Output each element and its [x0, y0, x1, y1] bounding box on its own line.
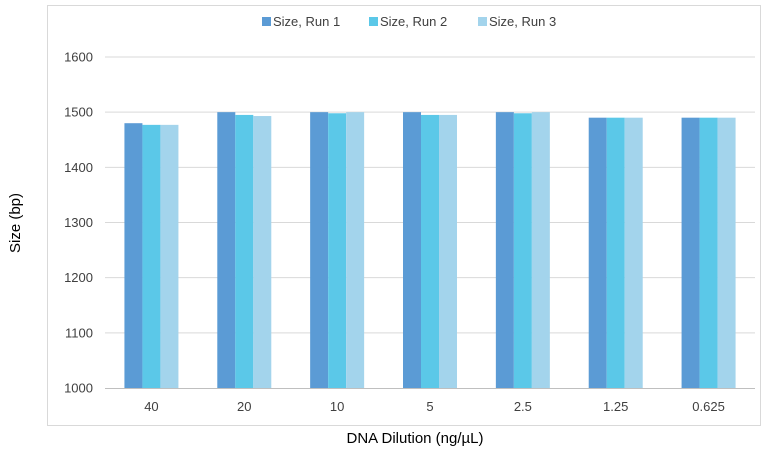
bar-20-run-2 — [235, 114, 254, 389]
y-axis-title: Size (bp) — [7, 193, 24, 253]
bar-1.25-run-3 — [624, 117, 643, 388]
bar-0.625-run-3 — [717, 117, 736, 388]
x-tick-label: 20 — [237, 399, 251, 414]
bar-40-run-1 — [124, 123, 143, 388]
bar-40-run-2 — [142, 124, 161, 388]
legend-item-run-3: Size, Run 3 — [478, 14, 556, 29]
bar-10-run-1 — [310, 112, 329, 389]
bar-10-run-3 — [346, 112, 365, 389]
gridlines — [105, 56, 755, 334]
y-tick-label: 1200 — [64, 270, 93, 285]
y-tick-label: 1100 — [65, 325, 93, 340]
bar-1.25-run-2 — [606, 117, 625, 388]
legend-item-run-1: Size, Run 1 — [262, 14, 340, 29]
bar-5-run-1 — [403, 112, 421, 389]
legend: Size, Run 1 Size, Run 2 Size, Run 3 — [262, 14, 556, 29]
y-axis-ticks: 1000 1100 1200 1300 1400 1500 1600 — [64, 50, 93, 396]
x-tick-label: 1.25 — [603, 399, 628, 414]
legend-item-run-2: Size, Run 2 — [369, 14, 447, 29]
x-tick-label: 5 — [426, 399, 433, 414]
legend-swatch — [262, 17, 271, 26]
x-tick-label: 10 — [330, 399, 344, 414]
bar-5-run-2 — [421, 114, 439, 389]
bar-0.625-run-1 — [681, 117, 700, 388]
x-tick-label: 2.5 — [514, 399, 532, 414]
x-axis-title: DNA Dilution (ng/µL) — [346, 430, 483, 447]
bars — [124, 112, 736, 389]
legend-swatch — [369, 17, 378, 26]
bar-0.625-run-2 — [699, 117, 718, 388]
legend-swatch — [478, 17, 487, 26]
bar-20-run-3 — [253, 116, 272, 389]
legend-label: Size, Run 2 — [380, 14, 447, 29]
y-tick-label: 1500 — [64, 105, 93, 120]
x-tick-label: 40 — [144, 399, 158, 414]
x-tick-label: 0.625 — [692, 399, 725, 414]
x-axis-ticks: 40 20 10 5 2.5 1.25 0.625 — [144, 399, 725, 414]
y-tick-label: 1000 — [64, 381, 93, 396]
y-tick-label: 1300 — [64, 215, 93, 230]
bar-10-run-2 — [328, 113, 347, 389]
bar-20-run-1 — [217, 112, 236, 389]
legend-label: Size, Run 1 — [273, 14, 340, 29]
bar-2.5-run-3 — [531, 112, 550, 389]
bar-1.25-run-1 — [588, 117, 607, 388]
bar-2.5-run-2 — [513, 113, 532, 389]
legend-label: Size, Run 3 — [489, 14, 556, 29]
y-tick-label: 1400 — [64, 160, 93, 175]
bar-40-run-3 — [160, 124, 179, 388]
bar-2.5-run-1 — [495, 112, 514, 389]
y-tick-label: 1600 — [64, 50, 93, 65]
bar-5-run-3 — [439, 114, 457, 389]
